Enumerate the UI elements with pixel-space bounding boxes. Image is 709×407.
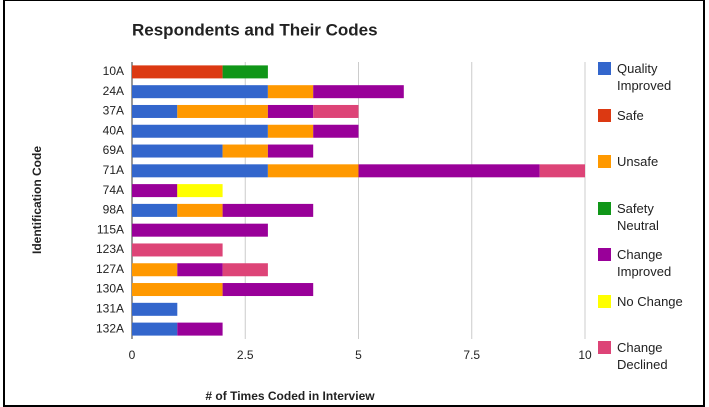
x-tick-label: 7.5: [463, 348, 480, 362]
bar-segment: [222, 144, 268, 158]
bar-segment: [132, 322, 178, 336]
bar-segment: [132, 283, 223, 297]
legend: Quality Improved Safe Unsafe Safety Neutral…: [598, 60, 704, 386]
frame: [3, 0, 705, 407]
y-tick-label: 127A: [96, 262, 124, 276]
x-axis-label: # of Times Coded in Interview: [205, 389, 375, 403]
bar-segment: [222, 203, 314, 217]
legend-swatch: [598, 155, 611, 168]
legend-item: Unsafe: [598, 153, 704, 200]
y-tick-label: 115A: [97, 222, 124, 236]
bar-segment: [132, 263, 178, 277]
bar-segment: [539, 164, 585, 178]
bar-segment: [177, 263, 223, 277]
legend-label: No Change: [617, 293, 683, 309]
bar-segment: [132, 104, 178, 118]
y-tick-label: 132A: [96, 321, 124, 335]
legend-label: Safety Neutral: [617, 200, 659, 233]
x-tick-label: 2.5: [237, 348, 254, 362]
bar-segment: [132, 203, 178, 217]
legend-swatch: [598, 341, 611, 354]
bar-segment: [267, 164, 359, 178]
bar-segment: [313, 85, 404, 99]
bar-segment: [132, 223, 268, 237]
bar-segment: [313, 124, 359, 138]
chart-title: Respondents and Their Codes: [132, 20, 378, 39]
legend-item: Change Improved: [598, 246, 704, 293]
legend-label: Change Declined: [617, 340, 668, 372]
y-tick-label: 130A: [96, 282, 124, 296]
legend-swatch: [598, 201, 611, 215]
bar-segment: [177, 322, 223, 336]
legend-label: Unsafe: [617, 154, 659, 169]
bar-segment: [313, 104, 359, 118]
bar-segment: [132, 124, 268, 138]
legend-item: Safe: [598, 107, 704, 154]
legend-swatch: [598, 294, 611, 308]
legend-swatch: [598, 108, 611, 122]
x-tick-label: 0: [129, 348, 136, 362]
y-tick-label: 24A: [103, 84, 124, 98]
y-tick-label: 74A: [103, 183, 124, 197]
x-tick-label: 10: [578, 348, 592, 362]
legend-item: Change Declined: [598, 339, 704, 386]
legend-label: Change Improved: [617, 247, 672, 279]
bar-segment: [132, 65, 223, 79]
bar-segment: [177, 203, 223, 217]
y-axis-label: Identification Code: [30, 146, 44, 254]
bar-segment: [132, 302, 178, 316]
bar-segment: [132, 184, 178, 198]
bar-segment: [358, 164, 540, 178]
y-tick-label: 37A: [103, 104, 124, 118]
bar-segment: [132, 144, 223, 158]
legend-label: Safe: [617, 107, 644, 123]
bar-segment: [132, 85, 268, 99]
bar-segment: [267, 85, 314, 99]
bar-segment: [267, 144, 314, 158]
legend-label: Quality Improved: [617, 61, 672, 93]
y-tick-label: 40A: [103, 123, 124, 137]
bar-segment: [222, 263, 268, 277]
y-tick-label: 71A: [103, 163, 124, 177]
bar-segment: [267, 104, 314, 118]
y-tick-label: 98A: [103, 203, 124, 217]
y-tick-label: 10A: [103, 64, 124, 78]
bar-segment: [132, 243, 223, 257]
legend-item: Quality Improved: [598, 60, 704, 107]
legend-item: No Change: [598, 293, 704, 340]
y-tick-label: 123A: [96, 242, 124, 256]
legend-swatch: [598, 248, 611, 261]
y-tick-label: 69A: [103, 143, 124, 157]
legend-item: Safety Neutral: [598, 200, 704, 247]
bar-segment: [177, 184, 223, 198]
bar-segment: [222, 65, 268, 79]
bar-segment: [267, 124, 314, 138]
bar-segment: [222, 283, 314, 297]
legend-swatch: [598, 62, 611, 75]
x-tick-label: 5: [355, 348, 362, 362]
y-tick-label: 131A: [96, 301, 124, 315]
bar-segment: [177, 104, 268, 118]
bar-segment: [132, 164, 268, 178]
